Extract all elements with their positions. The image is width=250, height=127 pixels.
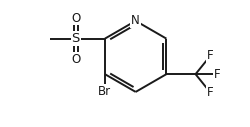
Text: F: F	[214, 68, 220, 81]
Text: O: O	[71, 53, 81, 66]
Text: N: N	[131, 14, 140, 27]
Text: S: S	[72, 32, 80, 45]
Text: Br: Br	[98, 85, 112, 98]
Text: F: F	[207, 86, 214, 99]
Text: F: F	[207, 49, 214, 62]
Text: O: O	[71, 12, 81, 25]
